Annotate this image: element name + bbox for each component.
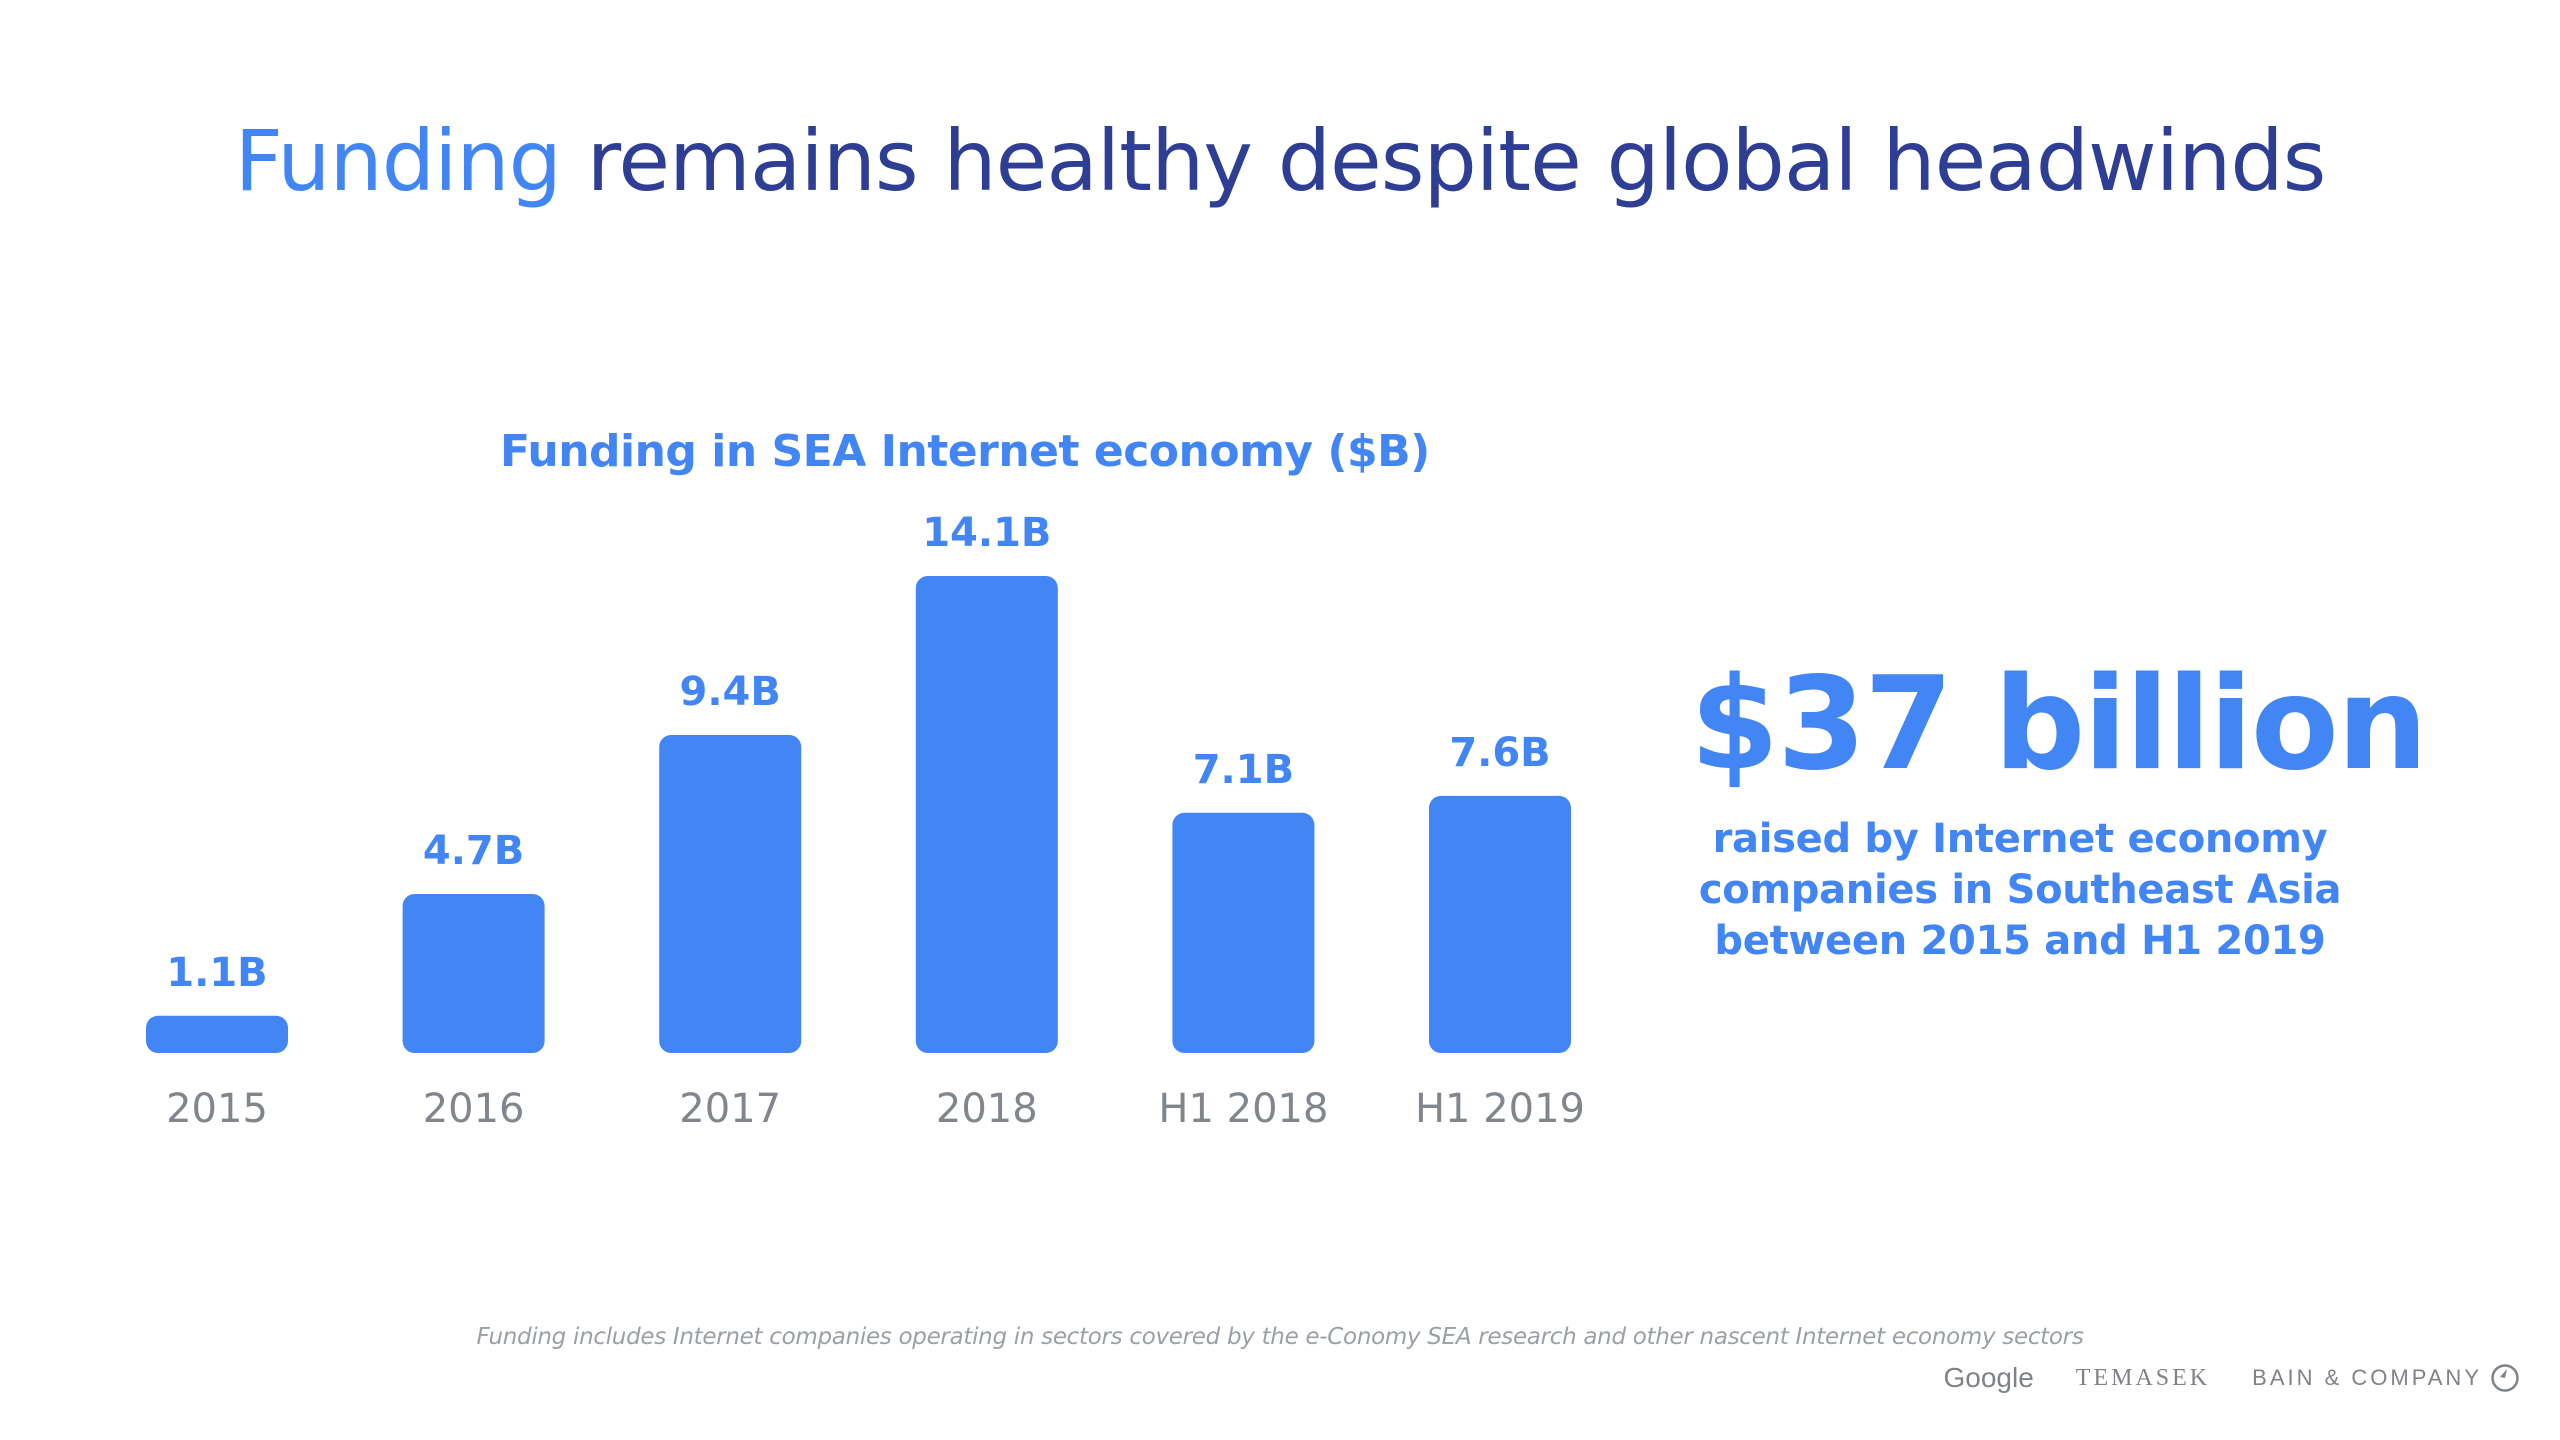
callout: $37 billion raised by Internet economy c… bbox=[1690, 640, 2428, 967]
category-label: 2015 bbox=[166, 1086, 268, 1132]
bar-2018 bbox=[915, 576, 1058, 1053]
footnote: Funding includes Internet companies oper… bbox=[476, 1324, 2084, 1350]
bar-h1-2019 bbox=[1429, 795, 1571, 1053]
title-accent: Funding bbox=[234, 112, 562, 210]
google-logo: Google bbox=[1943, 1362, 2034, 1393]
data-label: 7.1B bbox=[1193, 747, 1294, 793]
partner-logos: Google TEMASEK BAIN & COMPANY bbox=[1944, 1362, 2521, 1394]
bain-logo: BAIN & COMPANY bbox=[2252, 1363, 2520, 1393]
data-label: 14.1B bbox=[922, 510, 1051, 556]
bar-2017 bbox=[659, 735, 802, 1053]
data-label: 7.6B bbox=[1449, 730, 1550, 776]
bar-2016 bbox=[402, 894, 545, 1053]
data-label: 4.7B bbox=[423, 828, 524, 874]
callout-line: raised by Internet economy bbox=[1712, 816, 2328, 862]
bain-circle-icon bbox=[2491, 1364, 2519, 1392]
category-label: 2017 bbox=[679, 1086, 781, 1132]
callout-line: between 2015 and H1 2019 bbox=[1714, 918, 2326, 964]
category-label: 2018 bbox=[936, 1086, 1038, 1132]
callout-headline: $37 billion bbox=[1690, 650, 2428, 799]
callout-line: companies in Southeast Asia bbox=[1698, 867, 2342, 913]
callout-text: raised by Internet economy companies in … bbox=[1690, 814, 2350, 967]
page-title: Funding remains healthy despite global h… bbox=[0, 112, 2560, 210]
title-rest: remains healthy despite global headwinds bbox=[560, 112, 2327, 210]
bain-logo-text: BAIN & COMPANY bbox=[2252, 1365, 2482, 1390]
temasek-logo: TEMASEK bbox=[2075, 1364, 2211, 1391]
data-label: 9.4B bbox=[680, 669, 781, 715]
category-label: H1 2018 bbox=[1158, 1086, 1328, 1132]
bar-2015 bbox=[146, 1015, 288, 1053]
category-label: H1 2019 bbox=[1415, 1086, 1585, 1132]
category-label: 2016 bbox=[423, 1086, 525, 1132]
bar-h1-2018 bbox=[1172, 812, 1315, 1053]
data-label: 1.1B bbox=[166, 950, 267, 996]
